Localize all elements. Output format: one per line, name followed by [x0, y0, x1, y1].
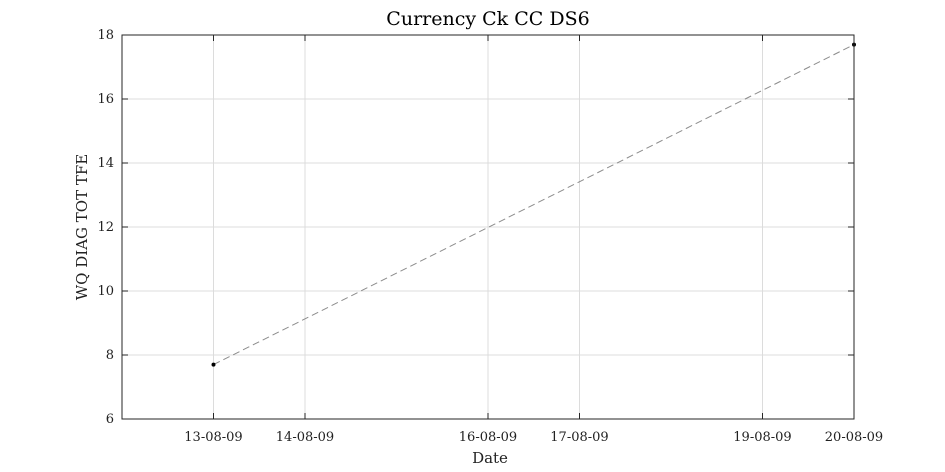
x-tick-label: 14-08-09: [276, 430, 334, 445]
x-tick-label: 20-08-09: [825, 430, 883, 445]
axis-ticks: 13-08-09 14-08-09 16-08-09 17-08-09 19-08-09…: [97, 28, 883, 445]
x-tick-label: 19-08-09: [733, 430, 791, 445]
y-tick-label: 6: [106, 412, 114, 427]
chart-title: Currency Ck CC DS6: [386, 8, 589, 30]
y-tick-label: 8: [106, 348, 114, 363]
y-tick-label: 16: [97, 92, 114, 107]
y-axis-label: WQ DIAG TOT TFE: [73, 154, 91, 300]
y-tick-label: 14: [97, 156, 114, 171]
y-tick-label: 10: [97, 284, 114, 299]
x-tick-label: 16-08-09: [459, 430, 517, 445]
y-tick-label: 12: [97, 220, 114, 235]
series-layer: [211, 42, 856, 367]
x-tick-label: 13-08-09: [184, 430, 242, 445]
grid-lines: [122, 34, 855, 420]
series-line: [213, 44, 855, 366]
x-tick-label: 17-08-09: [550, 430, 608, 445]
data-point: [211, 362, 216, 367]
x-axis-label: Date: [472, 449, 508, 467]
y-tick-label: 18: [97, 28, 114, 43]
